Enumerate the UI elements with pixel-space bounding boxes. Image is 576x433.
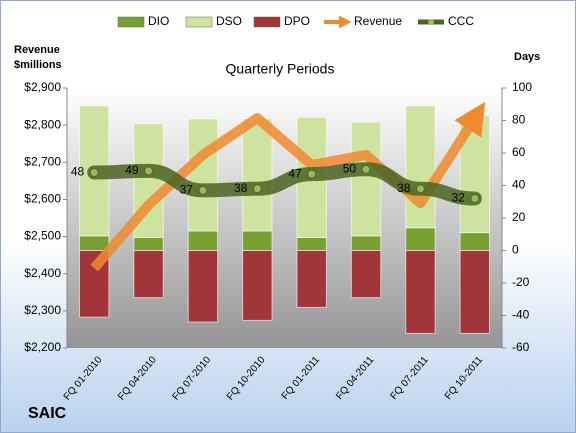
bar (296, 237, 327, 251)
y-tick-label: $2,500 (24, 229, 61, 243)
y-axis-label: $millions (14, 59, 62, 71)
y2-tick-label: -60 (512, 340, 530, 354)
bar (133, 250, 164, 299)
y-tick-label: $2,800 (24, 117, 61, 131)
y2-tick-label: 0 (512, 243, 519, 257)
bar (187, 230, 219, 251)
y-tick-label: $2,200 (24, 340, 61, 354)
ccc-point (144, 166, 154, 176)
data-label: 37 (180, 183, 194, 197)
ccc-point (252, 184, 262, 194)
revenue-line (90, 101, 486, 272)
bar (405, 250, 436, 334)
legend-swatch (253, 16, 281, 28)
data-label: 47 (288, 166, 302, 180)
legend-swatch (185, 16, 213, 28)
legend-label: DSO (216, 14, 242, 28)
legend-label: Revenue (354, 14, 402, 28)
bar (187, 118, 219, 232)
ccc-point (415, 184, 425, 194)
y2-tick-label: 20 (512, 210, 526, 224)
y-tick-label: $2,400 (24, 266, 61, 280)
y2-tick-label: 80 (512, 113, 526, 127)
y2-tick-label: 40 (512, 178, 526, 192)
bar (79, 235, 110, 251)
y-tick-label: $2,900 (24, 80, 61, 94)
bar (133, 237, 164, 251)
data-label: 50 (343, 161, 357, 175)
legend-label: CCC (448, 14, 474, 28)
legend-swatch (117, 16, 145, 28)
data-label: 38 (234, 181, 248, 195)
ccc-point (307, 169, 317, 179)
bar (242, 250, 273, 321)
data-label: 49 (125, 163, 139, 177)
y-tick-label: $2,600 (24, 192, 61, 206)
y2-axis-label: Days (514, 51, 540, 63)
legend-label: DPO (284, 14, 310, 28)
bar (459, 232, 490, 251)
y-tick-label: $2,700 (24, 154, 61, 168)
y2-tick-label: 100 (512, 80, 532, 94)
bar (350, 121, 382, 237)
ccc-point (470, 194, 480, 203)
chart-title: Quarterly Periods (226, 61, 335, 77)
bar (405, 105, 436, 229)
y2-tick-label: -20 (512, 275, 530, 289)
bar (459, 250, 490, 334)
y-axis-label: Revenue (14, 44, 60, 56)
bar (296, 250, 327, 308)
ccc-point (361, 164, 371, 174)
data-label: 48 (71, 165, 85, 179)
bar (187, 250, 219, 323)
bar (350, 235, 382, 251)
footer: SAIC (28, 405, 67, 422)
ccc-point (198, 185, 208, 195)
bar (350, 250, 382, 299)
bar (405, 227, 436, 251)
bar (242, 230, 273, 251)
y2-tick-label: -40 (512, 308, 530, 322)
y2-tick-label: 60 (512, 145, 526, 159)
ccc-point (89, 168, 99, 177)
y-tick-label: $2,300 (24, 303, 61, 317)
bar (242, 118, 273, 232)
legend-swatch (428, 19, 434, 25)
data-label: 38 (397, 181, 411, 195)
data-label: 32 (451, 191, 465, 205)
legend-label: DIO (148, 14, 169, 28)
